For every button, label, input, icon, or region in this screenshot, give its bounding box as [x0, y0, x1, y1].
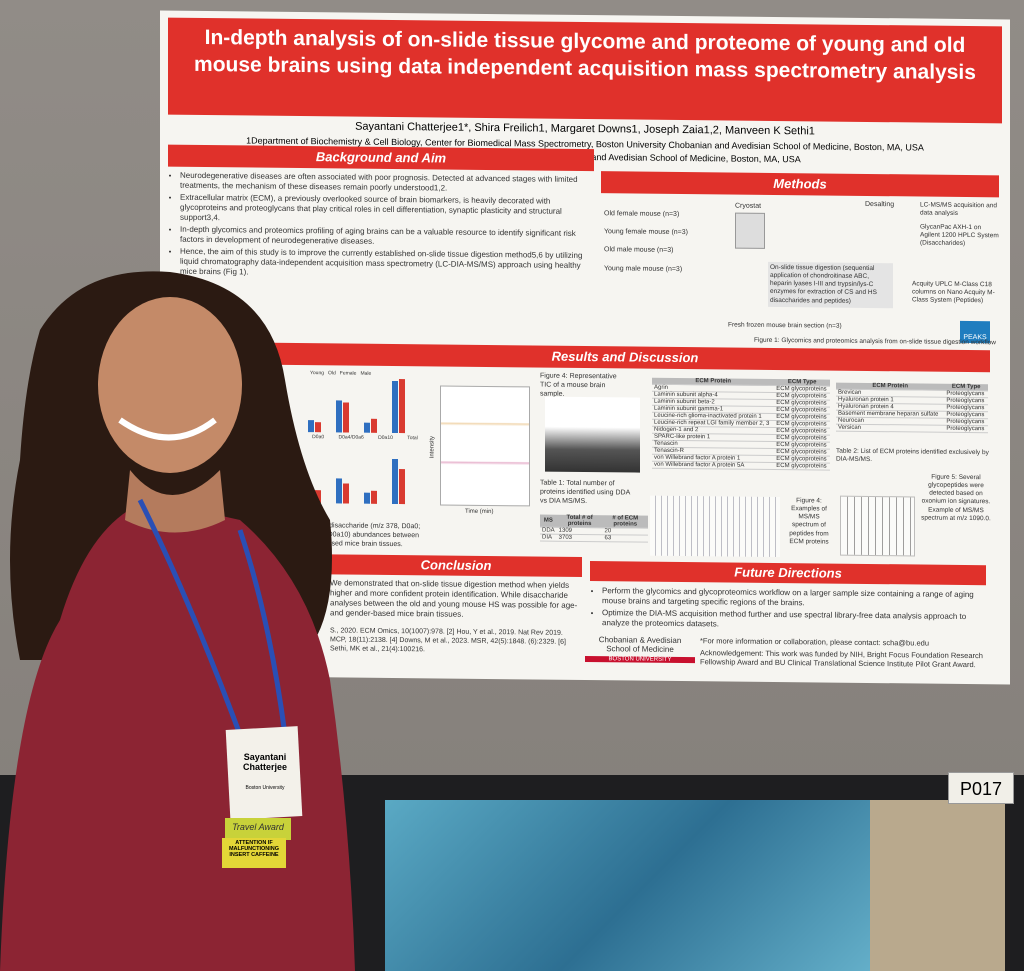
- badge-sticker: ATTENTION IF MALFUNCTIONING INSERT CAFFE…: [228, 840, 280, 858]
- bar-figure: [308, 379, 405, 505]
- badge-name: Sayantani Chatterjee: [242, 752, 287, 772]
- carpet: [385, 800, 905, 971]
- legs: [870, 800, 1005, 971]
- badge-ribbon: Travel Award: [232, 822, 284, 832]
- badge-affiliation: Boston University: [245, 785, 285, 791]
- poster: In-depth analysis of on-slide tissue gly…: [160, 10, 1010, 685]
- board-number: P017: [948, 772, 1014, 804]
